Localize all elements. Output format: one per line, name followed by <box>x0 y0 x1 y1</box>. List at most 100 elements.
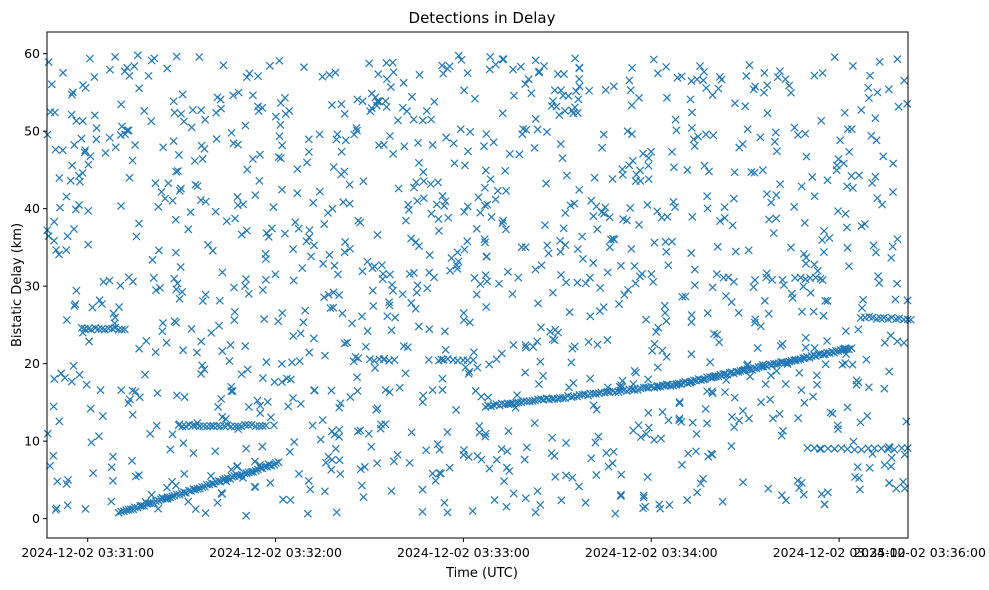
noise-point <box>309 198 318 207</box>
noise-point <box>772 366 781 375</box>
noise-point <box>749 283 758 292</box>
noise-point <box>340 109 349 118</box>
noise-point <box>650 238 659 247</box>
noise-point <box>834 207 843 216</box>
noise-point <box>460 161 469 170</box>
noise-point <box>289 276 298 285</box>
noise-point <box>305 348 314 357</box>
noise-point <box>423 284 432 293</box>
noise-point <box>687 77 696 86</box>
noise-point <box>781 380 790 389</box>
noise-point <box>593 340 602 349</box>
noise-point <box>830 53 839 62</box>
noise-point <box>94 432 103 441</box>
noise-point <box>559 224 568 233</box>
noise-point <box>847 171 856 180</box>
track-point-flat-band-24.5 <box>97 324 106 333</box>
track-point-flat-band-26 <box>895 314 904 323</box>
noise-point <box>437 355 446 364</box>
noise-point <box>412 288 421 297</box>
noise-point <box>662 247 671 256</box>
noise-point <box>197 337 206 346</box>
noise-point <box>385 298 394 307</box>
noise-point <box>864 383 873 392</box>
noise-point <box>305 233 314 242</box>
noise-point <box>903 99 912 108</box>
noise-point <box>71 205 80 214</box>
noise-point <box>653 69 662 78</box>
noise-point <box>618 376 627 385</box>
noise-point <box>211 447 220 456</box>
noise-point <box>875 57 884 66</box>
noise-point <box>233 201 242 210</box>
noise-point <box>154 246 163 255</box>
noise-point <box>168 430 177 439</box>
noise-point <box>801 343 810 352</box>
noise-point <box>212 134 221 144</box>
noise-point <box>256 401 265 410</box>
noise-point <box>49 451 58 460</box>
noise-point <box>644 375 653 384</box>
noise-point <box>168 196 177 205</box>
noise-point <box>476 208 485 217</box>
noise-point <box>108 452 117 461</box>
noise-point <box>484 393 493 402</box>
noise-point <box>502 186 511 195</box>
noise-point <box>628 63 637 72</box>
noise-point <box>675 397 684 406</box>
noise-point <box>587 454 596 463</box>
x-tick-label: 2024-12-02 03:31:00 <box>21 545 154 560</box>
track-point-rising-track-1 <box>260 462 269 471</box>
noise-point <box>201 290 210 299</box>
noise-point <box>84 160 93 169</box>
noise-point <box>422 446 431 455</box>
track-point-flat-band-9 <box>890 445 899 454</box>
track-point-flat-band-26 <box>887 313 896 322</box>
noise-point <box>799 249 808 258</box>
noise-point <box>422 106 431 115</box>
noise-point <box>207 328 216 337</box>
noise-point <box>233 462 242 471</box>
noise-point <box>534 380 543 389</box>
noise-point <box>893 337 902 346</box>
noise-point <box>739 478 748 487</box>
noise-point <box>385 301 394 310</box>
noise-point <box>482 302 491 312</box>
track-point-flat-band-24.5 <box>114 325 123 334</box>
noise-point <box>806 288 815 297</box>
noise-point <box>363 257 372 266</box>
noise-point <box>893 235 902 244</box>
noise-point <box>675 416 684 425</box>
noise-point <box>616 261 625 270</box>
noise-point <box>801 129 810 138</box>
noise-point <box>756 322 765 331</box>
noise-point <box>486 175 495 184</box>
noise-point <box>275 56 284 65</box>
noise-point <box>277 377 287 387</box>
noise-point <box>555 111 564 120</box>
noise-point <box>660 301 669 310</box>
noise-point <box>229 91 238 100</box>
noise-point <box>663 212 672 221</box>
noise-point <box>460 245 469 254</box>
noise-point <box>813 266 822 275</box>
noise-point <box>419 168 428 177</box>
noise-point <box>201 508 210 518</box>
noise-point <box>690 142 699 151</box>
noise-point <box>179 439 188 448</box>
noise-point <box>135 344 144 353</box>
noise-point <box>387 486 396 496</box>
noise-point <box>72 116 81 125</box>
noise-point <box>556 270 565 279</box>
noise-point <box>128 410 137 419</box>
noise-point <box>274 317 283 326</box>
noise-point <box>857 105 866 115</box>
noise-point <box>172 167 181 176</box>
noise-point <box>561 438 571 447</box>
noise-point <box>810 192 819 201</box>
noise-point <box>589 401 598 410</box>
noise-point <box>337 147 346 156</box>
noise-point <box>481 166 490 175</box>
noise-point <box>153 389 162 398</box>
track-point-flat-band-31 <box>816 274 825 283</box>
